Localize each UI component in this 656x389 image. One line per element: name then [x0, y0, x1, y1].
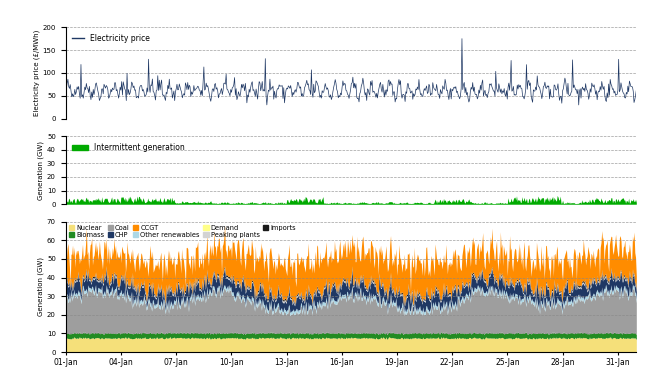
Y-axis label: Electricity price (£/MWh): Electricity price (£/MWh) [33, 30, 39, 116]
Legend: Electricity price: Electricity price [70, 31, 153, 46]
Legend: Intermittent generation: Intermittent generation [70, 140, 188, 155]
Text: Figure 16 – Typical patterns of prices and plant dispatch in the market today: Figure 16 – Typical patterns of prices a… [5, 7, 458, 17]
Y-axis label: Generation (GW): Generation (GW) [37, 141, 44, 200]
Y-axis label: Generation (GW): Generation (GW) [37, 258, 44, 316]
Legend: Nuclear, Biomass, Coal, CHP, CCGT, Other renewables, Demand, Peaking plants, Imp: Nuclear, Biomass, Coal, CHP, CCGT, Other… [69, 225, 296, 238]
